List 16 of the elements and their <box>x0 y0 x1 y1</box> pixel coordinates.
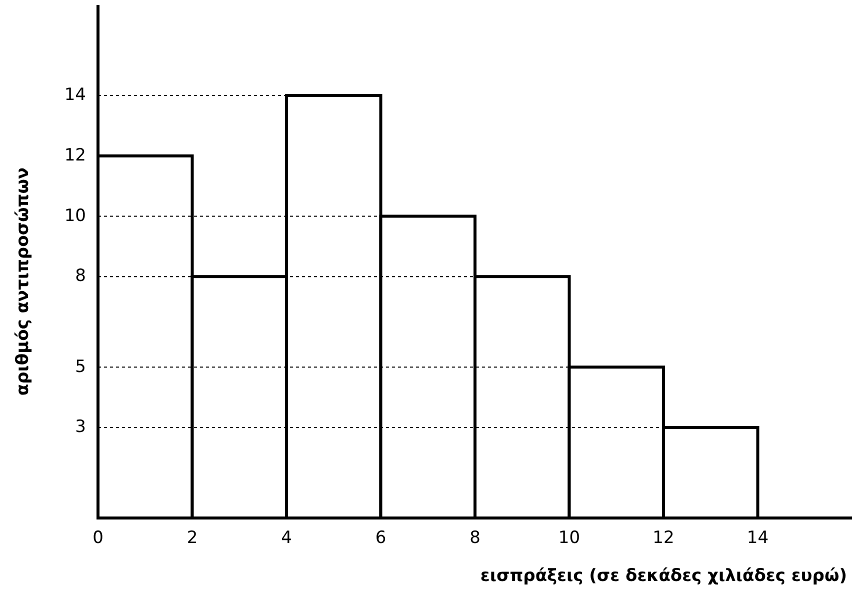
x-tick-label: 2 <box>186 528 198 548</box>
x-tick-label: 14 <box>746 528 769 548</box>
x-tick-label: 0 <box>92 528 104 548</box>
y-tick-label: 10 <box>64 206 86 226</box>
y-tick-label: 5 <box>75 356 86 377</box>
y-axis-title: αριθμός αντιπροσώπων <box>13 167 33 396</box>
x-tick-label: 10 <box>558 528 580 548</box>
y-tick-label: 3 <box>75 417 86 438</box>
x-tick-label: 8 <box>470 528 480 548</box>
y-tick-label: 8 <box>75 266 86 286</box>
y-tick-label: 12 <box>64 146 86 166</box>
x-tick-label: 4 <box>281 528 292 548</box>
x-tick-label: 6 <box>375 528 386 548</box>
x-tick-label: 12 <box>652 528 674 548</box>
y-tick-label: 14 <box>64 85 86 106</box>
x-axis-title: εισπράξεις (σε δεκάδες χιλιάδες ευρώ) <box>480 566 847 586</box>
